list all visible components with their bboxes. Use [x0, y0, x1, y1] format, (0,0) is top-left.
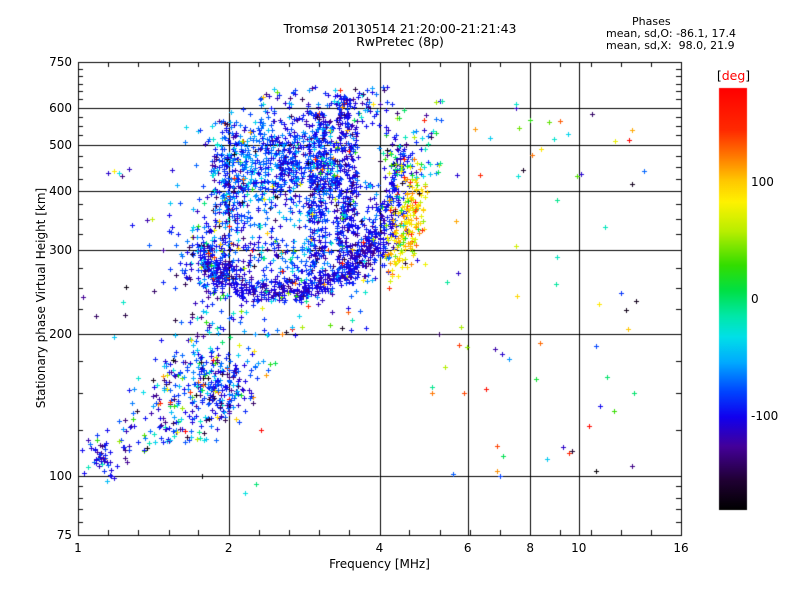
- phase-stats-x-mode: mean, sd,X: 98.0, 21.9: [606, 39, 735, 52]
- colorbar-unit-bracket-open: [: [716, 68, 722, 83]
- x-axis-label: Frequency [MHz]: [329, 557, 430, 571]
- plot-subtitle: RwPretec (8p): [356, 34, 444, 49]
- plot-title: Tromsø 20130514 21:20:00-21:21:43: [283, 21, 517, 36]
- colorbar-unit-text: deg: [721, 68, 746, 83]
- phase-stats-heading: Phases: [632, 15, 671, 28]
- phase-stats-o-mode: mean, sd,O: -86.1, 17.4: [606, 27, 737, 40]
- colorbar-unit-label: [deg]: [703, 68, 764, 83]
- y-axis-label: Stationary phase Virtual Height [km]: [34, 187, 48, 409]
- colorbar-unit-bracket-close: ]: [745, 68, 751, 83]
- phase-stats: Phases mean, sd,O: -86.1, 17.4 mean, sd,…: [606, 16, 736, 52]
